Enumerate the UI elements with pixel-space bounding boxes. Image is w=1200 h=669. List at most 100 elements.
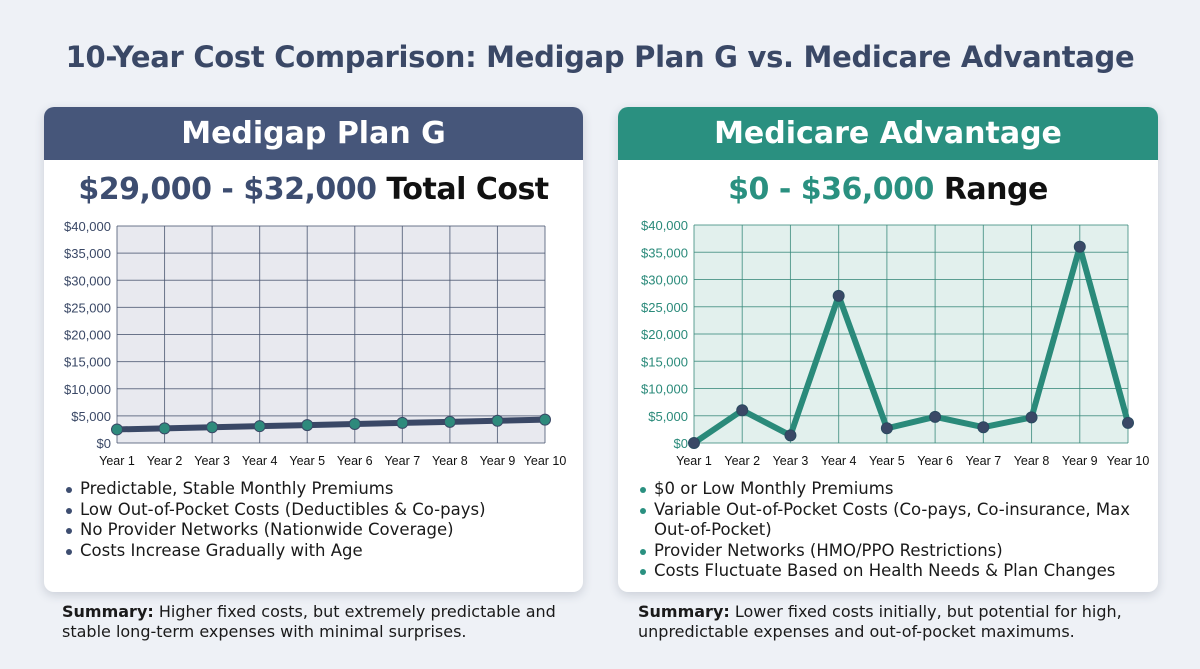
data-point (784, 429, 797, 442)
data-point (491, 414, 504, 427)
x-tick-label: Year 9 (480, 454, 516, 468)
summary-label: Summary: (62, 602, 154, 621)
data-point (111, 423, 123, 436)
bullet-dot-icon (640, 487, 646, 493)
advantage-cost-chart: $0 $5,000 $10,000 $15,000 $20,000 $25,000 $30,… (641, 218, 1150, 468)
data-point (880, 422, 893, 435)
advantage-cost-range: $0 - $36,000 (728, 172, 934, 207)
x-tick-label: Year 3 (194, 454, 230, 468)
data-point (977, 421, 990, 434)
series-line (691, 243, 1131, 446)
advantage-header: Medicare Advantage (618, 107, 1158, 160)
advantage-card: Medicare Advantage $0 - $36,000 Range $0… (618, 107, 1158, 592)
bullet-text: Low Out-of-Pocket Costs (Deductibles & C… (80, 499, 486, 519)
data-point (1025, 411, 1038, 424)
bullet-item: $0 or Low Monthly Premiums (636, 479, 1158, 500)
data-point (736, 404, 749, 417)
bullet-dot-icon (66, 487, 72, 493)
data-point (396, 416, 409, 429)
data-point (253, 420, 266, 433)
x-tick-label: Year 7 (384, 454, 420, 468)
y-tick-label: $30,000 (64, 273, 111, 288)
x-tick-label: Year 3 (773, 454, 809, 468)
x-tick-label: Year 6 (337, 454, 373, 468)
x-tick-label: Year 2 (147, 454, 183, 468)
medigap-bullets: Predictable, Stable Monthly Premiums Low… (62, 479, 486, 561)
medigap-card: Medigap Plan G $29,000 - $32,000 Total C… (44, 107, 583, 592)
x-tick-label: Year 10 (524, 454, 567, 468)
y-tick-label: $0 (97, 436, 111, 451)
bullet-dot-icon (640, 569, 646, 575)
y-tick-label: $20,000 (64, 328, 111, 343)
data-point (158, 422, 171, 435)
y-tick-label: $15,000 (641, 354, 688, 369)
bullet-text: Predictable, Stable Monthly Premiums (80, 479, 394, 498)
bullet-text: No Provider Networks (Nationwide Coverag… (80, 520, 454, 539)
data-point (301, 419, 314, 432)
summary-text: Higher fixed costs, but extremely predic… (62, 602, 556, 641)
summary-text: Lower fixed costs initially, but potenti… (638, 602, 1122, 641)
bullet-item: Costs Increase Gradually with Age (62, 541, 486, 562)
x-tick-label: Year 2 (724, 454, 760, 468)
page-title: 10-Year Cost Comparison: Medigap Plan G … (65, 40, 1135, 74)
bullet-text: Costs Increase Gradually with Age (80, 540, 363, 560)
medigap-cost-range: $29,000 - $32,000 (78, 172, 377, 207)
bullet-text: Provider Networks (HMO/PPO Restrictions) (654, 540, 1003, 560)
x-tick-label: Year 10 (1107, 454, 1150, 468)
data-point (688, 437, 700, 449)
bullet-dot-icon (66, 528, 72, 534)
bullet-item: No Provider Networks (Nationwide Coverag… (62, 520, 486, 541)
bullet-dot-icon (640, 507, 646, 514)
medigap-header: Medigap Plan G (44, 107, 583, 160)
data-point (443, 415, 456, 428)
y-tick-label: $20,000 (641, 327, 688, 342)
data-point (206, 421, 219, 434)
y-tick-label: $0 (674, 436, 688, 451)
bullet-text: Costs Fluctuate Based on Health Needs & … (654, 561, 1116, 580)
bullet-text: $0 or Low Monthly Premiums (654, 479, 894, 498)
bullet-item: Provider Networks (HMO/PPO Restrictions) (636, 541, 1158, 562)
x-tick-label: Year 5 (289, 454, 325, 468)
advantage-bullets: $0 or Low Monthly Premiums Variable Out-… (636, 479, 1158, 582)
data-point (1073, 240, 1086, 253)
bullet-item: Low Out-of-Pocket Costs (Deductibles & C… (62, 500, 486, 521)
y-tick-label: $5,000 (648, 409, 688, 424)
medigap-subtitle-label: Total Cost (386, 172, 549, 207)
x-tick-label: Year 5 (869, 454, 905, 468)
y-tick-label: $35,000 (64, 246, 111, 261)
bullet-dot-icon (66, 548, 72, 555)
x-tick-label: Year 8 (432, 454, 468, 468)
bullet-item: Costs Fluctuate Based on Health Needs & … (636, 561, 1158, 582)
y-tick-label: $35,000 (641, 245, 688, 260)
x-tick-label: Year 4 (242, 454, 278, 468)
advantage-subtitle: $0 - $36,000 Range (618, 172, 1158, 207)
y-tick-label: $10,000 (641, 382, 688, 397)
bullet-item: Variable Out-of-Pocket Costs (Co-pays, C… (636, 500, 1158, 541)
series-line (114, 416, 548, 433)
medigap-summary: Summary: Higher fixed costs, but extreme… (62, 602, 562, 642)
medigap-subtitle: $29,000 - $32,000 Total Cost (44, 172, 583, 207)
bullet-dot-icon (66, 507, 72, 514)
x-tick-label: Year 9 (1062, 454, 1098, 468)
data-point (539, 413, 551, 426)
x-tick-label: Year 4 (821, 454, 857, 468)
x-tick-label: Year 7 (965, 454, 1001, 468)
data-point (832, 289, 845, 302)
y-tick-label: $40,000 (64, 219, 111, 234)
medigap-cost-chart: $0 $5,000 $10,000 $15,000 $20,000 $25,000 $30,… (64, 219, 567, 468)
x-tick-label: Year 1 (99, 454, 135, 468)
y-tick-label: $25,000 (641, 300, 688, 315)
bullet-item: Predictable, Stable Monthly Premiums (62, 479, 486, 500)
x-tick-label: Year 8 (1014, 454, 1050, 468)
summary-label: Summary: (638, 602, 730, 621)
y-tick-label: $5,000 (71, 409, 111, 424)
y-tick-label: $10,000 (64, 382, 111, 397)
x-tick-label: Year 6 (917, 454, 953, 468)
x-tick-label: Year 1 (676, 454, 712, 468)
data-point (1122, 416, 1134, 429)
bullet-dot-icon (640, 548, 646, 555)
data-point (929, 410, 942, 423)
y-tick-label: $40,000 (641, 218, 688, 233)
y-tick-label: $25,000 (64, 300, 111, 315)
y-tick-label: $15,000 (64, 355, 111, 370)
